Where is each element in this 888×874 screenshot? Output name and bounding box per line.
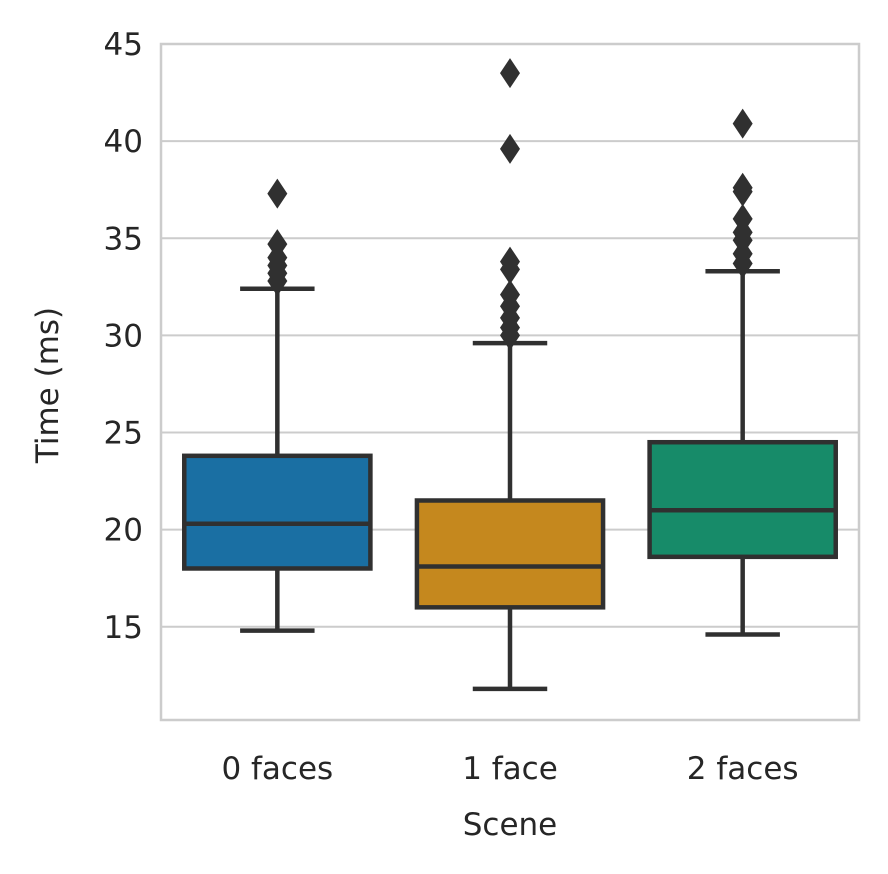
iqr-box — [182, 453, 373, 571]
iqr-box — [414, 498, 606, 610]
x-tick-label: 0 faces — [221, 751, 333, 787]
outlier-point — [732, 108, 753, 139]
x-tick-label: 2 faces — [687, 751, 799, 787]
y-tick-labels: 15 20 25 30 35 40 45 — [104, 27, 143, 646]
box-group — [182, 178, 373, 633]
y-tick-label: 15 — [104, 610, 143, 646]
outlier-point — [267, 229, 288, 260]
y-tick-label: 30 — [104, 318, 143, 354]
plot-frame — [159, 42, 861, 722]
outlier-point — [500, 279, 520, 310]
outlier-point — [500, 246, 520, 277]
y-axis-title: Time (ms) — [30, 307, 66, 464]
box-group — [647, 108, 838, 637]
y-tick-label: 25 — [104, 416, 143, 452]
boxes — [182, 58, 838, 692]
outlier-point — [500, 58, 520, 89]
outlier-point — [267, 178, 288, 209]
y-tick-label: 45 — [104, 27, 143, 63]
x-axis-title: Scene — [463, 807, 558, 843]
outlier-point — [732, 203, 753, 234]
y-tick-label: 40 — [104, 124, 143, 160]
x-tick-label: 1 face — [462, 751, 558, 787]
y-tick-label: 35 — [104, 221, 143, 257]
iqr-box — [647, 439, 838, 560]
outlier-point — [500, 133, 520, 164]
outlier-point — [732, 172, 753, 203]
x-tick-labels: 0 faces 1 face 2 faces — [221, 751, 798, 787]
y-tick-label: 20 — [104, 513, 143, 549]
box-group — [414, 58, 606, 692]
